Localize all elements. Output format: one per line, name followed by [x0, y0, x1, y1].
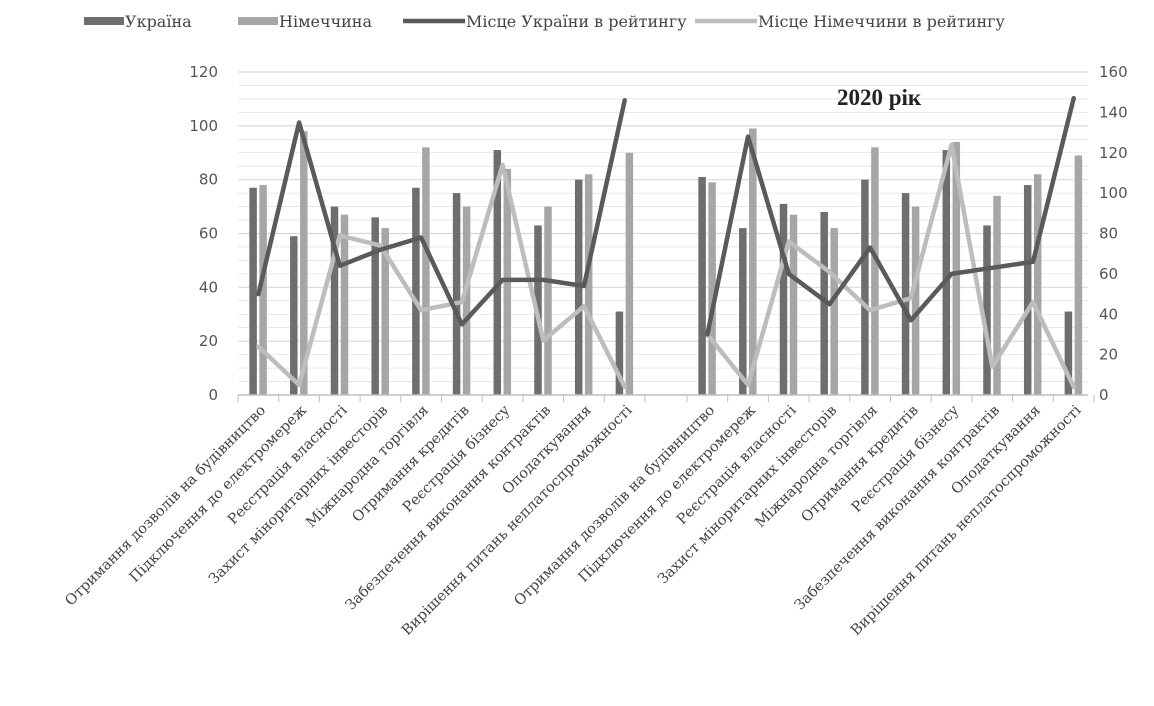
- y-left-tick-label: 80: [199, 171, 218, 189]
- bar-ukraine: [739, 228, 747, 395]
- bar-ukraine: [779, 203, 788, 395]
- bar-germany: [340, 214, 349, 395]
- bar-germany: [462, 206, 471, 395]
- x-category-label: Підключення до електромереж: [127, 402, 311, 586]
- bar-germany: [708, 182, 716, 395]
- bar-germany: [422, 147, 430, 395]
- bar-germany: [789, 214, 798, 395]
- legend-swatch: [238, 17, 278, 25]
- y-right-tick-label: 120: [1099, 144, 1128, 162]
- y-left-tick-label: 100: [189, 117, 218, 135]
- bar-germany: [871, 147, 879, 395]
- y-right-tick-label: 20: [1099, 346, 1118, 364]
- bar-ukraine: [615, 311, 624, 395]
- bar-ukraine: [493, 150, 502, 395]
- bar-germany: [993, 195, 1001, 395]
- bar-ukraine: [330, 206, 339, 395]
- bar-germany: [911, 206, 920, 395]
- legend-label: Німеччина: [279, 12, 372, 31]
- y-right-tick-label: 40: [1099, 305, 1118, 323]
- bar-ukraine: [371, 217, 379, 395]
- legend-label: Місце Німеччини в рейтингу: [758, 12, 1006, 31]
- bar-germany: [749, 128, 757, 395]
- bar-ukraine: [820, 211, 828, 395]
- legend-label: Україна: [125, 12, 192, 31]
- bar-germany: [1074, 155, 1083, 395]
- legend: Україна Німеччина Місце України в рейтингу…: [84, 12, 1006, 31]
- y-right-tick-label: 100: [1099, 184, 1128, 202]
- y-left-tick-label: 120: [189, 63, 218, 81]
- bar-ukraine: [983, 225, 991, 395]
- y-left-tick-label: 20: [199, 332, 218, 350]
- bar-germany: [381, 228, 389, 395]
- bar-ukraine: [942, 150, 951, 395]
- line-germany-rank: [705, 142, 1076, 390]
- bar-ukraine: [412, 187, 420, 395]
- bar-germany: [625, 152, 634, 395]
- line-ukraine-rank: [705, 95, 1076, 337]
- bar-germany: [1033, 174, 1042, 395]
- bar-germany: [300, 131, 308, 395]
- rank-lines: [256, 95, 1076, 390]
- bar-germany: [584, 174, 593, 395]
- chart-annotation: 2020 рік: [837, 85, 922, 110]
- y-right-tick-label: 160: [1099, 63, 1128, 81]
- y-right-tick-label: 60: [1099, 265, 1118, 283]
- bar-ukraine: [901, 193, 910, 395]
- axes: 020406080100120020406080100120140160Отри…: [62, 63, 1127, 639]
- bar-germany: [259, 185, 267, 395]
- bar-ukraine: [698, 176, 706, 395]
- legend-label: Місце України в рейтингу: [466, 12, 687, 31]
- bar-germany: [544, 206, 552, 395]
- y-right-tick-label: 140: [1099, 103, 1128, 121]
- line-ukraine-rank: [256, 98, 627, 327]
- bar-ukraine: [1023, 185, 1032, 395]
- bar-ukraine: [861, 179, 869, 395]
- y-right-tick-label: 0: [1099, 386, 1109, 404]
- gridlines: [238, 71, 1088, 382]
- bar-germany: [952, 141, 961, 395]
- y-left-tick-label: 40: [199, 278, 218, 296]
- legend-swatch: [84, 17, 124, 25]
- line-germany-rank: [256, 162, 627, 390]
- bar-ukraine: [452, 193, 461, 395]
- y-left-tick-label: 60: [199, 225, 218, 243]
- y-right-tick-label: 80: [1099, 225, 1118, 243]
- y-left-tick-label: 0: [208, 386, 218, 404]
- bar-ukraine: [1064, 311, 1073, 395]
- bar-ukraine: [290, 236, 298, 395]
- bar-ukraine: [249, 187, 257, 395]
- bar-germany: [830, 228, 838, 395]
